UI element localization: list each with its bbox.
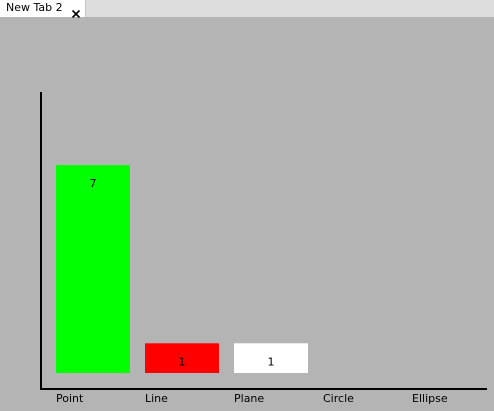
tab-strip: New Tab 2 [0,0,494,17]
bar-point [56,165,130,373]
x-tick-label-circle: Circle [323,392,354,405]
bar-chart: 7 1 1 Point Line Plane Circle Ellipse [0,17,494,411]
x-tick-label-ellipse: Ellipse [412,392,448,405]
x-tick-label-line: Line [145,392,168,405]
close-icon[interactable] [71,4,81,14]
x-tick-label-plane: Plane [234,392,264,405]
tab-new-tab-2[interactable]: New Tab 2 [0,0,86,17]
bar-value-label-plane: 1 [268,355,275,368]
x-tick-label-point: Point [56,392,84,405]
plot-area: 7 1 1 Point Line Plane Circle Ellipse [0,17,494,411]
bar-value-label-line: 1 [179,355,186,368]
tab-label: New Tab 2 [6,1,63,15]
bar-value-label-point: 7 [90,177,97,190]
